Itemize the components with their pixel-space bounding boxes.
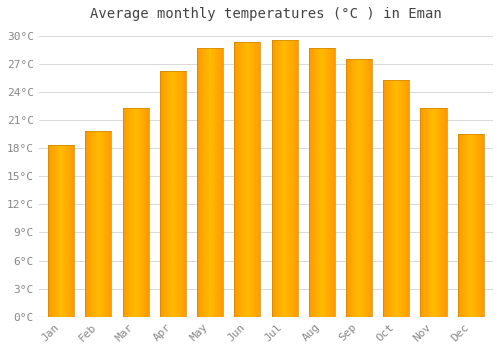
Title: Average monthly temperatures (°C ) in Eman: Average monthly temperatures (°C ) in Em… bbox=[90, 7, 442, 21]
